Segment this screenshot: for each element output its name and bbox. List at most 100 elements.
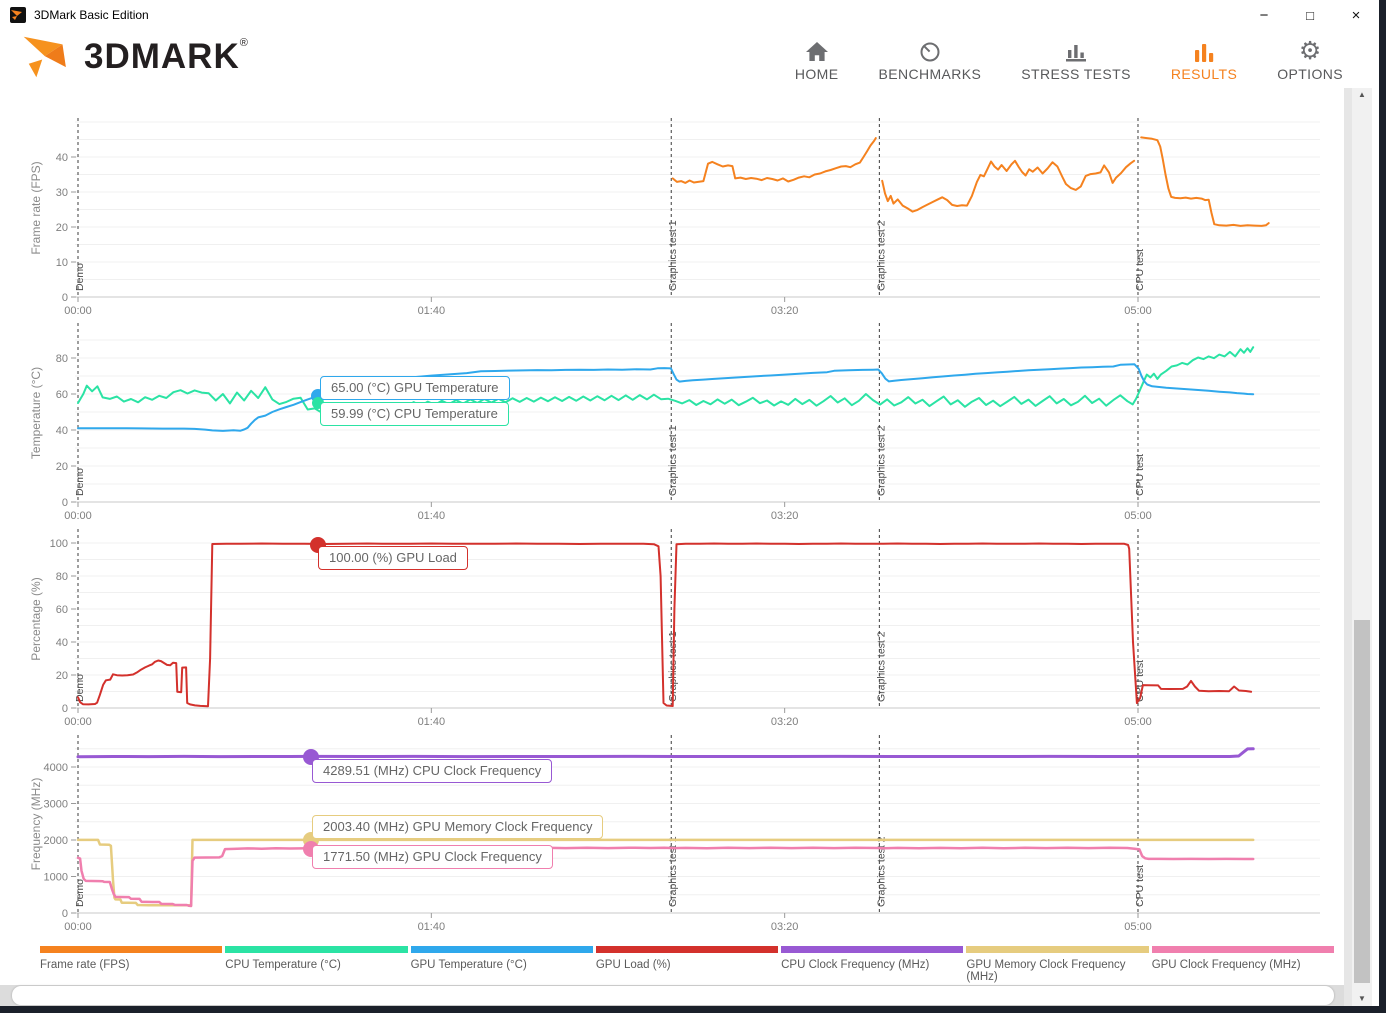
svg-text:20: 20 (56, 461, 68, 473)
app-logo-icon (10, 7, 26, 23)
svg-text:Graphics test 2: Graphics test 2 (875, 631, 887, 702)
legend-frame-rate-fps-[interactable]: Frame rate (FPS) (40, 946, 223, 983)
svg-text:60: 60 (56, 389, 68, 401)
registered-mark: ® (239, 36, 248, 49)
svg-text:Graphics test 1: Graphics test 1 (667, 425, 679, 496)
series-cpu-clock-frequency-mhz- (76, 747, 1255, 759)
svg-text:Demo: Demo (74, 263, 86, 291)
svg-text:1000: 1000 (44, 872, 68, 884)
svg-text:0: 0 (62, 292, 68, 304)
vertical-scroll-thumb[interactable] (1354, 620, 1370, 983)
svg-text:01:40: 01:40 (418, 305, 446, 317)
nav-label: HOME (794, 65, 839, 82)
benchmarks-icon (918, 37, 942, 63)
tooltip: 4289.51 (MHz) CPU Clock Frequency (312, 759, 553, 783)
svg-text:03:20: 03:20 (771, 305, 799, 317)
svg-text:Demo: Demo (74, 879, 86, 907)
tooltip: 2003.40 (MHz) GPU Memory Clock Frequency (312, 815, 604, 839)
chart-temperature[interactable]: Temperature (°C) 0 20 40 60 80 00:00 01:40 03:20… (0, 318, 1346, 524)
chart-percentage[interactable]: Percentage (%) 0 20 40 60 80 100 00:00 01:40 03:2… (0, 524, 1346, 730)
app-header: 3DMARK® HOME BENCHMARKS STRESS TESTS RESULT… (0, 30, 1379, 88)
minimize-button[interactable]: − (1259, 6, 1269, 24)
legend-swatch (595, 946, 779, 953)
stress-tests-icon (1064, 37, 1088, 63)
legend-cpu-clock-frequency-mhz-[interactable]: CPU Clock Frequency (MHz) (781, 946, 964, 983)
svg-text:0: 0 (62, 497, 68, 509)
series-gpu-memory-clock-frequency-mhz- (76, 838, 1255, 907)
svg-text:CPU test: CPU test (1134, 865, 1146, 907)
maximize-button[interactable]: □ (1306, 7, 1314, 23)
brand-mark-icon (22, 33, 76, 86)
svg-text:0: 0 (62, 908, 68, 920)
nav-label: STRESS TESTS (1021, 65, 1131, 82)
series-frame-rate-fps- (671, 137, 877, 184)
nav-results[interactable]: RESULTS (1171, 37, 1237, 82)
nav-benchmarks[interactable]: BENCHMARKS (878, 37, 981, 82)
svg-text:20: 20 (56, 670, 68, 682)
svg-text:Graphics test 2: Graphics test 2 (875, 836, 887, 907)
chart-frame-rate[interactable]: Frame rate (FPS) 0 10 20 30 40 00:00 01:40 03:20… (0, 108, 1346, 318)
scroll-down-arrow-icon[interactable]: ▼ (1358, 994, 1366, 1003)
nav-options[interactable]: ⚙ OPTIONS (1277, 37, 1343, 82)
svg-text:Graphics test 1: Graphics test 1 (667, 220, 679, 291)
legend-cpu-temperature-c-[interactable]: CPU Temperature (°C) (225, 946, 408, 983)
svg-text:60: 60 (56, 604, 68, 616)
svg-text:00:00: 00:00 (64, 305, 92, 317)
nav-home[interactable]: HOME (795, 37, 839, 82)
tooltip: 59.99 (°C) CPU Temperature (320, 402, 509, 426)
svg-text:4000: 4000 (44, 762, 68, 774)
svg-text:01:40: 01:40 (418, 716, 446, 728)
scroll-up-arrow-icon[interactable]: ▲ (1358, 90, 1366, 99)
nav-label: OPTIONS (1277, 65, 1343, 82)
svg-text:20: 20 (56, 222, 68, 234)
chart-legend: Frame rate (FPS) CPU Temperature (°C) GPU … (40, 946, 1334, 983)
svg-text:0: 0 (62, 703, 68, 715)
legend-gpu-memory-clock-frequency-mhz-[interactable]: GPU Memory Clock Frequency (MHz) (966, 946, 1149, 983)
series-gpu-load- (77, 542, 1253, 708)
legend-label: GPU Temperature (°C) (410, 959, 527, 971)
chart-plot[interactable]: 0 20 40 60 80 100 00:00 01:40 03:20 05:00 Demo Grap… (0, 524, 1346, 730)
svg-text:Graphics test 1: Graphics test 1 (667, 836, 679, 907)
legend-gpu-load-[interactable]: GPU Load (%) (595, 946, 779, 983)
svg-text:30: 30 (56, 187, 68, 199)
svg-text:00:00: 00:00 (64, 921, 92, 933)
svg-text:03:20: 03:20 (771, 510, 799, 522)
svg-text:05:00: 05:00 (1124, 716, 1152, 728)
chart-plot[interactable]: 0 20 40 60 80 00:00 01:40 03:20 05:00 Demo Graphic… (0, 318, 1346, 524)
chart-plot[interactable]: 0 10 20 30 40 00:00 01:40 03:20 05:00 Demo Graphic… (0, 108, 1346, 318)
legend-swatch (966, 946, 1149, 953)
legend-swatch (410, 946, 593, 953)
svg-text:05:00: 05:00 (1124, 921, 1152, 933)
legend-label: CPU Temperature (°C) (225, 959, 341, 971)
svg-text:00:00: 00:00 (64, 716, 92, 728)
brand-text: 3DMARK (84, 36, 240, 76)
horizontal-scroll-thumb[interactable] (12, 986, 1334, 1005)
nav-label: RESULTS (1170, 65, 1238, 82)
legend-label: Frame rate (FPS) (40, 959, 130, 971)
svg-text:80: 80 (56, 571, 68, 583)
series-frame-rate-fps- (1140, 136, 1270, 227)
options-icon: ⚙ (1298, 36, 1322, 65)
legend-label: GPU Clock Frequency (MHz) (1151, 959, 1301, 971)
svg-text:03:20: 03:20 (771, 716, 799, 728)
svg-text:40: 40 (56, 425, 68, 437)
close-button[interactable]: × (1351, 6, 1361, 24)
horizontal-scrollbar[interactable] (0, 985, 1344, 1006)
legend-swatch (40, 946, 223, 953)
legend-gpu-clock-frequency-mhz-[interactable]: GPU Clock Frequency (MHz) (1151, 946, 1334, 983)
chart-frequency[interactable]: Frequency (MHz) 0 1000 2000 3000 4000 00:00 01:… (0, 730, 1346, 942)
legend-gpu-temperature-c-[interactable]: GPU Temperature (°C) (410, 946, 593, 983)
legend-swatch (781, 946, 964, 953)
tooltip: 65.00 (°C) GPU Temperature (320, 376, 510, 400)
svg-text:CPU test: CPU test (1134, 454, 1146, 496)
svg-text:3000: 3000 (44, 799, 68, 811)
nav-stress-tests[interactable]: STRESS TESTS (1021, 37, 1131, 82)
svg-text:Demo: Demo (74, 674, 86, 702)
svg-text:05:00: 05:00 (1124, 305, 1152, 317)
results-icon (1192, 37, 1216, 63)
chart-plot[interactable]: 0 1000 2000 3000 4000 00:00 01:40 03:20 05:00 Dem… (0, 730, 1346, 942)
svg-text:Graphics test 2: Graphics test 2 (875, 425, 887, 496)
svg-text:03:20: 03:20 (771, 921, 799, 933)
legend-label: GPU Memory Clock Frequency (MHz) (966, 959, 1126, 983)
vertical-scrollbar[interactable]: ▲ ▼ (1352, 88, 1372, 1006)
